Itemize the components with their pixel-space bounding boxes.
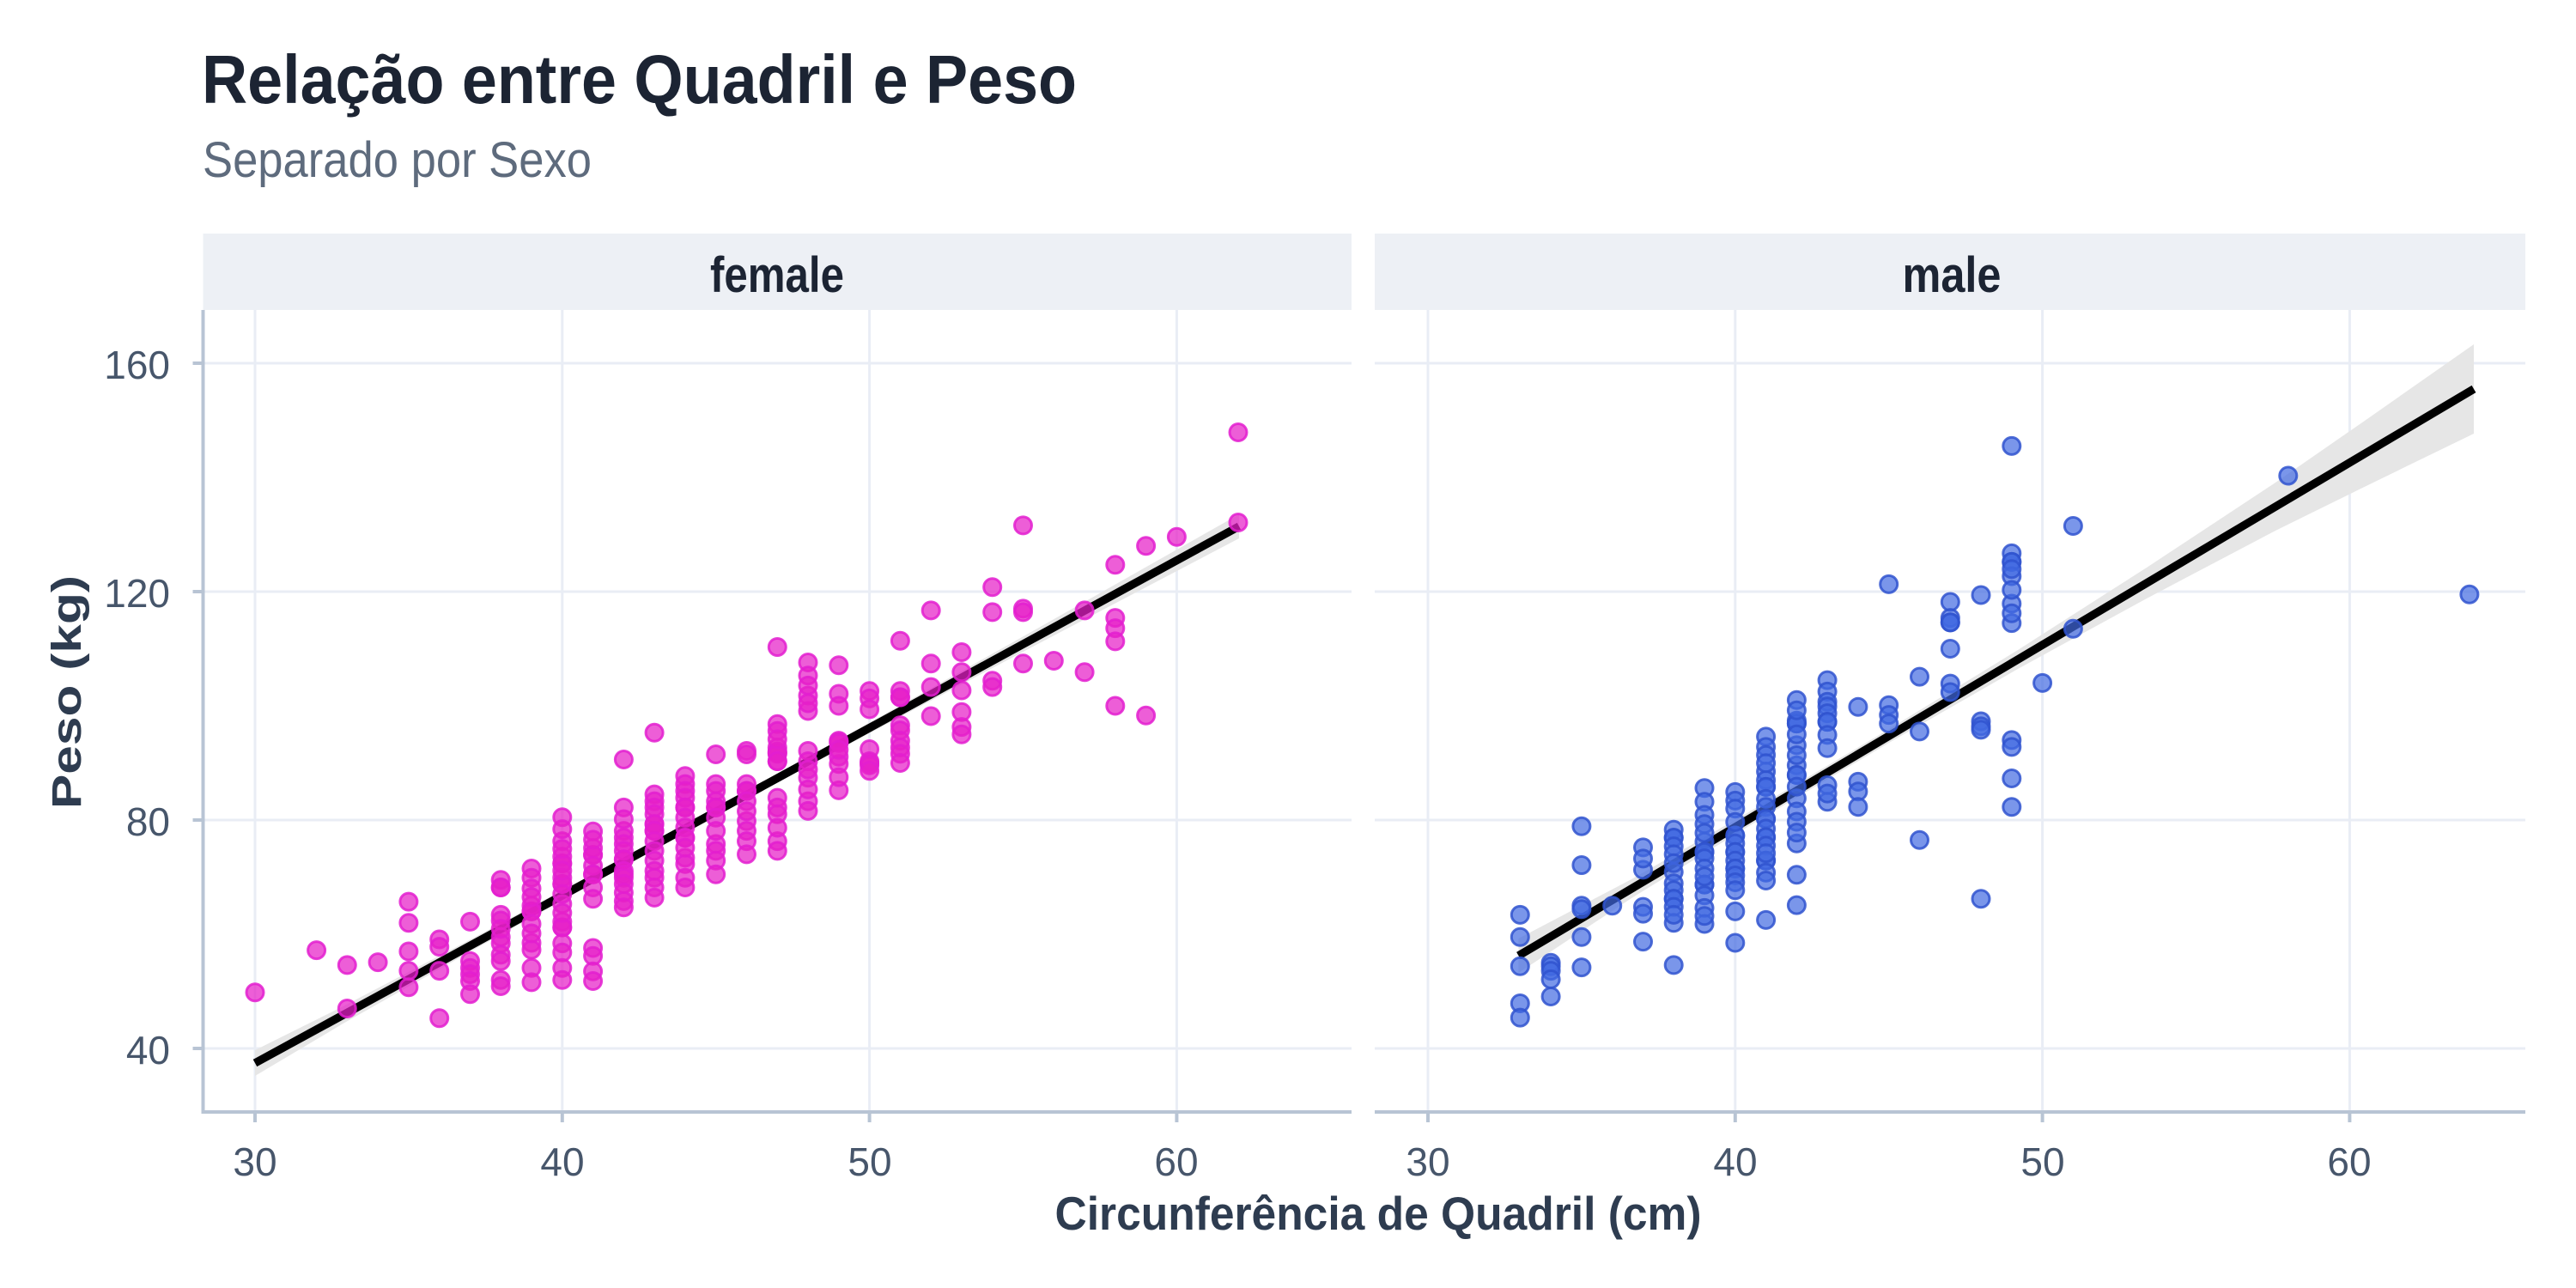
svg-text:Relação entre Quadril e Peso: Relação entre Quadril e Peso xyxy=(202,41,1077,118)
svg-text:Separado por Sexo: Separado por Sexo xyxy=(203,132,592,188)
svg-text:50: 50 xyxy=(2020,1139,2064,1184)
svg-text:160: 160 xyxy=(104,343,170,387)
svg-text:40: 40 xyxy=(126,1028,170,1072)
svg-text:50: 50 xyxy=(848,1139,891,1184)
svg-text:60: 60 xyxy=(2327,1139,2371,1184)
svg-text:60: 60 xyxy=(1154,1139,1198,1184)
svg-text:30: 30 xyxy=(1406,1139,1449,1184)
svg-text:Peso (kg): Peso (kg) xyxy=(45,575,90,809)
svg-text:40: 40 xyxy=(540,1139,584,1184)
svg-text:120: 120 xyxy=(104,571,170,616)
svg-text:40: 40 xyxy=(1713,1139,1757,1184)
svg-text:Circunferência de Quadril (cm): Circunferência de Quadril (cm) xyxy=(1055,1187,1702,1240)
svg-text:80: 80 xyxy=(126,799,170,844)
svg-text:30: 30 xyxy=(233,1139,276,1184)
svg-text:male: male xyxy=(1903,247,2002,303)
svg-text:female: female xyxy=(710,247,844,303)
